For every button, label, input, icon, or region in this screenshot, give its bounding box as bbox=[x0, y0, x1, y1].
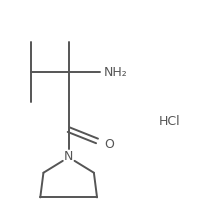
Text: HCl: HCl bbox=[159, 115, 180, 128]
Text: NH₂: NH₂ bbox=[103, 66, 127, 79]
Text: N: N bbox=[64, 150, 73, 163]
Text: O: O bbox=[104, 137, 114, 151]
